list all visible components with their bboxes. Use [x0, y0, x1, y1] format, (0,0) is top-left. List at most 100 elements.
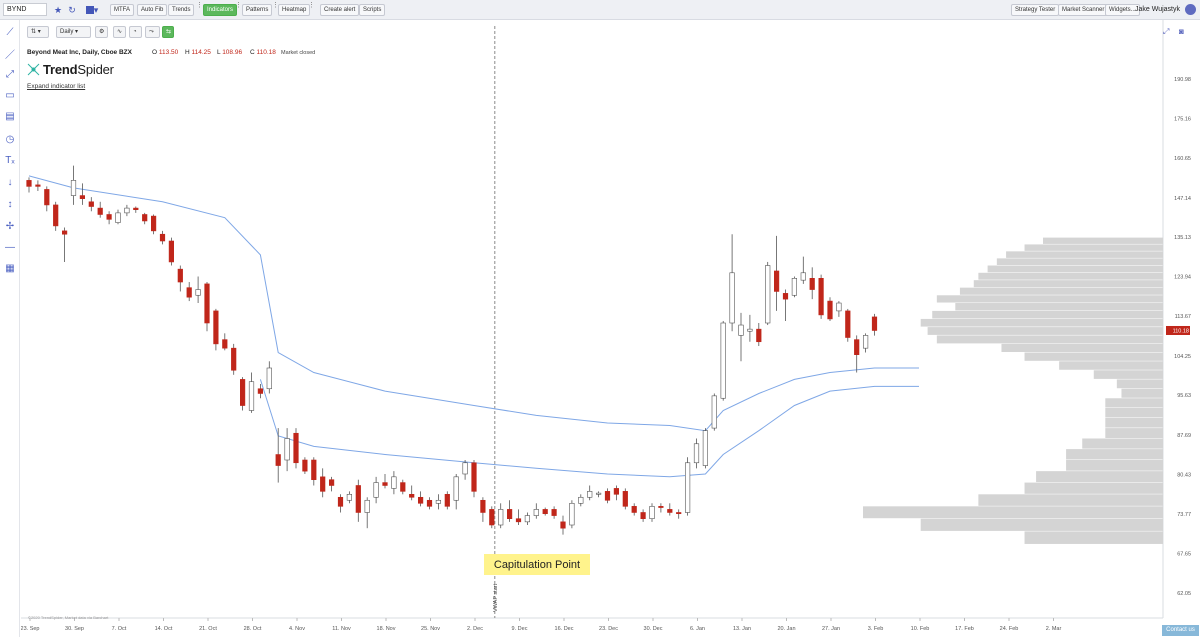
candle-body — [382, 482, 388, 486]
candle-body — [35, 184, 41, 187]
user-icon[interactable] — [1185, 4, 1196, 15]
star-icon[interactable]: ★ — [53, 4, 63, 15]
candle — [195, 276, 201, 304]
create-alert-button[interactable]: Create alert — [320, 4, 360, 16]
candle — [676, 509, 682, 519]
candle-body — [551, 509, 557, 516]
trends-button[interactable]: Trends — [168, 4, 195, 16]
volume-profile-bar — [1105, 407, 1163, 418]
candle — [862, 333, 869, 353]
candle — [524, 512, 531, 526]
auto-trend-icon[interactable]: ⇆ — [162, 26, 174, 38]
candle-body — [133, 207, 139, 210]
indicator-icon[interactable]: ⤳ — [145, 26, 160, 38]
clock-icon[interactable]: ◷ — [5, 133, 15, 145]
brand-name: TrendSpider — [43, 62, 114, 77]
fullscreen-icon[interactable]: ⤢ — [1163, 27, 1170, 36]
ticker-input[interactable]: BYND — [3, 3, 47, 16]
indicators-menu-icon[interactable]: ⋮ — [235, 2, 242, 9]
candle-body — [747, 328, 753, 332]
replay-icon[interactable]: ◔ — [129, 26, 142, 38]
volume-profile-bar — [1024, 352, 1163, 361]
auto-fib-button[interactable]: Auto Fib — [137, 4, 168, 16]
candle — [302, 457, 308, 474]
volume-profile-bar — [996, 258, 1163, 266]
y-tick-label: 80.43 — [1177, 472, 1191, 478]
compare-icon[interactable]: ∿ — [113, 26, 126, 38]
candle — [337, 494, 344, 513]
patterns-button[interactable]: Patterns — [242, 4, 273, 16]
x-tick-label: 21. Oct — [199, 626, 217, 632]
fib-tool-icon[interactable]: ⤢ — [6, 68, 14, 80]
contact-button[interactable]: Contact us — [1162, 625, 1199, 636]
x-tick-label: 28. Oct — [244, 626, 262, 632]
timeframe-dropdown[interactable]: Daily ▾ — [56, 26, 91, 38]
volume-profile-bar — [973, 280, 1163, 288]
expand-indicator-link[interactable]: Expand indicator list — [27, 83, 86, 90]
trends-menu-icon[interactable]: ⋮ — [196, 2, 203, 9]
volume-profile-bar — [927, 327, 1163, 335]
candle — [391, 471, 397, 495]
indicators-button[interactable]: Indicators — [203, 4, 238, 16]
y-tick-label: 62.05 — [1177, 591, 1191, 597]
candle-body — [604, 491, 611, 501]
volume-profile-bar — [936, 335, 1163, 344]
widgets-button[interactable]: Widgets... — [1105, 4, 1140, 16]
symbol-title: Beyond Meat Inc, Daily, Cboe BZX — [27, 49, 132, 56]
candle — [729, 234, 735, 332]
candle — [551, 506, 557, 519]
volume-profile-bar — [1105, 398, 1163, 408]
line-tool-icon[interactable]: ⟋ — [6, 26, 14, 38]
crosshair-icon[interactable]: ✢ — [5, 220, 15, 232]
scripts-button[interactable]: Scripts — [359, 4, 386, 16]
chart-area[interactable]: VWAP start 190.98 175.16 160.65 147.14 135.13… — [21, 20, 1200, 637]
ray-tool-icon[interactable]: ／ — [5, 49, 15, 61]
patterns-menu-icon[interactable]: ⋮ — [272, 2, 279, 9]
settings-icon[interactable]: ⚙ — [95, 26, 108, 38]
text-icon[interactable]: Tₓ — [5, 154, 15, 166]
candle-body — [151, 215, 157, 232]
horizontal-line-icon[interactable]: — — [5, 241, 15, 253]
candle — [506, 500, 513, 522]
x-tick-label: 7. Oct — [112, 626, 127, 632]
candle — [462, 459, 468, 480]
price-chart[interactable]: VWAP start 190.98 175.16 160.65 147.14 135.13… — [21, 20, 1200, 637]
market-scanner-button[interactable]: Market Scanner — [1058, 4, 1109, 16]
volume-profile-bar — [1006, 251, 1163, 258]
color-swatch-icon[interactable]: ▾ — [82, 4, 102, 16]
candle — [133, 206, 139, 213]
refresh-icon[interactable]: ↻ — [68, 4, 76, 15]
arrow-up-icon[interactable]: ↕ — [7, 198, 13, 210]
y-tick-label: 135.13 — [1174, 235, 1191, 241]
candle — [320, 468, 326, 498]
last-price-label: 110.18 — [1173, 328, 1189, 334]
candle-body — [275, 454, 281, 466]
candle — [293, 428, 299, 469]
candle-body — [827, 300, 833, 320]
timeframe-label: Daily — [60, 29, 74, 35]
candle — [693, 438, 700, 469]
arrow-down-icon[interactable]: ↓ — [7, 176, 13, 188]
user-name[interactable]: Jake Wujastyk — [1135, 6, 1180, 13]
candle — [168, 237, 175, 266]
y-tick-label: 190.98 — [1174, 77, 1191, 83]
heatmap-menu-icon[interactable]: ⋮ — [308, 2, 315, 9]
candle — [747, 314, 753, 342]
candle-body — [800, 272, 806, 281]
camera-icon[interactable]: ◙ — [1179, 27, 1184, 36]
candle-body — [773, 270, 780, 292]
candle — [257, 384, 264, 399]
candle — [44, 186, 50, 212]
candle-body — [471, 462, 477, 492]
candle — [871, 313, 878, 336]
strategy-tester-button[interactable]: Strategy Tester — [1011, 4, 1060, 16]
chart-type-dropdown[interactable]: ⇅ ▾ — [27, 26, 49, 38]
volume-profile-bar — [1105, 417, 1163, 428]
candle-body — [435, 499, 442, 504]
volume-profile-bar — [1093, 370, 1163, 379]
grid-icon[interactable]: ▦ — [5, 262, 15, 274]
channel-icon[interactable]: ▤ — [5, 110, 15, 122]
mtfa-button[interactable]: MTFA — [110, 4, 134, 16]
heatmap-button[interactable]: Heatmap — [278, 4, 311, 16]
rectangle-icon[interactable]: ▭ — [5, 89, 15, 101]
